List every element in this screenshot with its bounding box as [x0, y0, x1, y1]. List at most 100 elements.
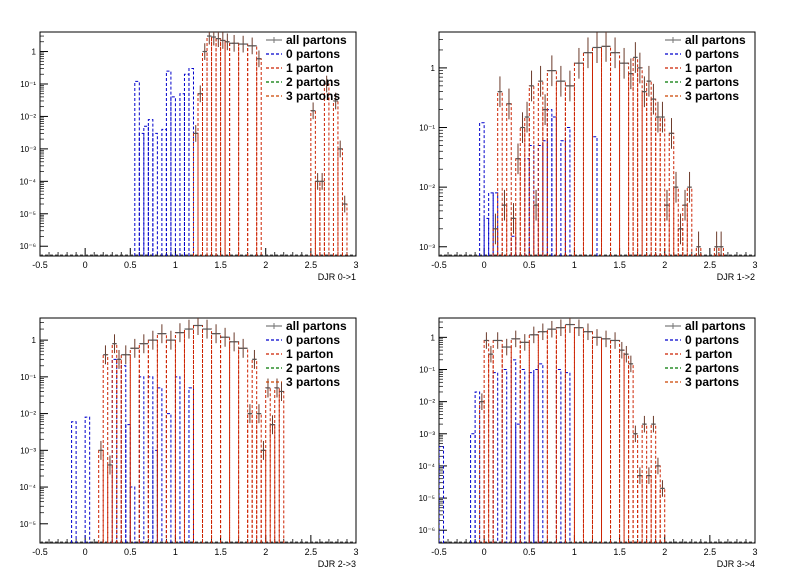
panel-4: -0.5 0 0.5 1 1.5 2 2.5 3 1 10⁻¹ 10⁻² 10⁻³ 10⁻⁴ 10⁻⁵ 10…: [418, 317, 758, 569]
histogram-bar: [492, 192, 499, 256]
histogram-bar: [310, 110, 316, 256]
histogram-bar: [623, 353, 630, 543]
histogram-bar: [515, 158, 521, 256]
x-axis-label: DJR 1->2: [717, 272, 755, 282]
legend-entry: 1 parton: [286, 61, 333, 75]
x-tick-label: 0.5: [523, 260, 536, 270]
histogram-bar: [564, 127, 571, 256]
y-tick-label: 10⁻⁵: [20, 210, 36, 219]
x-tick-label: 1.5: [214, 547, 227, 557]
x-tick-label: 2.5: [704, 260, 717, 270]
histogram-bar: [337, 148, 343, 256]
histogram-bar: [677, 228, 684, 256]
histogram-bar: [510, 359, 517, 543]
histogram-bar: [170, 96, 176, 256]
histogram-bar: [265, 387, 271, 543]
y-tick-label: 10⁻²: [20, 112, 36, 121]
histogram-bar: [71, 421, 77, 543]
legend-entry: 0 partons: [685, 47, 739, 61]
y-tick-label: 10⁻¹: [20, 80, 36, 89]
histogram-bar: [573, 327, 584, 543]
histogram-bar: [591, 46, 603, 256]
y-tick-label: 10⁻³: [20, 145, 36, 154]
y-tick-label: 10⁻⁴: [418, 462, 435, 471]
histogram-bar: [278, 390, 285, 543]
histogram-bar: [470, 433, 476, 543]
x-tick-label: 1: [572, 260, 577, 270]
histogram-bar: [332, 100, 339, 256]
x-tick-label: 3: [752, 547, 757, 557]
histogram-bar: [256, 413, 262, 543]
histogram-bar: [341, 203, 348, 256]
histogram-bar: [192, 324, 204, 543]
histogram-bar: [192, 132, 199, 256]
histogram-bar: [668, 132, 675, 256]
histogram-bar: [528, 85, 535, 256]
histogram-bar: [138, 376, 145, 543]
histogram-bar: [637, 475, 643, 543]
histogram-bar: [655, 465, 661, 543]
histogram-bar: [314, 180, 321, 256]
histogram-bar: [125, 424, 131, 543]
x-tick-label: 2: [263, 260, 268, 270]
histogram-bar: [179, 93, 185, 256]
histogram-bar: [619, 62, 630, 256]
x-axis-label: DJR 2->3: [318, 559, 356, 569]
plot-frame: [438, 317, 756, 544]
histogram-bar: [555, 368, 562, 543]
histogram-bar: [211, 333, 222, 543]
histogram-bar: [591, 336, 603, 543]
histogram-bar: [211, 36, 217, 256]
histogram-bar: [582, 331, 593, 543]
histogram-bar: [646, 80, 652, 256]
y-tick-label: 1: [431, 333, 436, 342]
x-tick-label: 1.5: [613, 547, 626, 557]
histogram-bar: [183, 328, 194, 543]
series-0-partons: [134, 68, 199, 256]
histogram-bar: [143, 125, 149, 256]
histogram-bar: [542, 140, 548, 256]
histogram-bar: [619, 349, 625, 543]
x-tick-label: 0: [83, 260, 88, 270]
histogram-bar: [582, 52, 593, 256]
histogram-bar: [229, 341, 240, 543]
histogram-bar: [610, 339, 621, 543]
x-axis-label: DJR 0->1: [318, 272, 356, 282]
legend-entry: 0 partons: [685, 333, 739, 347]
histogram-bar: [156, 387, 163, 543]
histogram-bar: [524, 116, 530, 256]
plot-area: [479, 32, 724, 256]
plot-area: [71, 318, 285, 543]
x-tick-label: 3: [353, 260, 358, 270]
histogram-bar: [542, 109, 548, 256]
histogram-bar: [483, 217, 490, 256]
y-tick-label: 1: [431, 64, 436, 73]
histogram-bar: [165, 413, 172, 543]
histogram-bar: [220, 336, 231, 543]
histogram-bar: [519, 127, 526, 256]
histogram-bar: [510, 217, 517, 256]
histogram-bar: [601, 338, 612, 543]
histogram-bar: [479, 401, 485, 543]
y-tick-label: 10⁻¹: [419, 365, 435, 374]
histogram-bar: [537, 80, 544, 256]
histogram-bar: [528, 144, 535, 256]
y-tick-label: 10⁻⁵: [419, 494, 435, 503]
histogram-bar: [646, 475, 652, 543]
x-tick-label: 0.5: [523, 547, 536, 557]
histogram-bar: [188, 68, 194, 256]
plot-area: [439, 318, 666, 543]
histogram-bar: [206, 35, 213, 256]
legend-entry: 1 parton: [286, 347, 333, 361]
y-tick-label: 10⁻³: [419, 430, 435, 439]
histogram-bar: [560, 140, 566, 256]
histogram-bar: [107, 464, 113, 543]
series-1-parton: [479, 318, 666, 543]
histogram-bar: [188, 387, 194, 543]
x-tick-label: -0.5: [431, 547, 447, 557]
histogram-bar: [497, 91, 503, 256]
histogram-bar: [659, 116, 666, 256]
legend-entry: 3 partons: [286, 89, 340, 103]
